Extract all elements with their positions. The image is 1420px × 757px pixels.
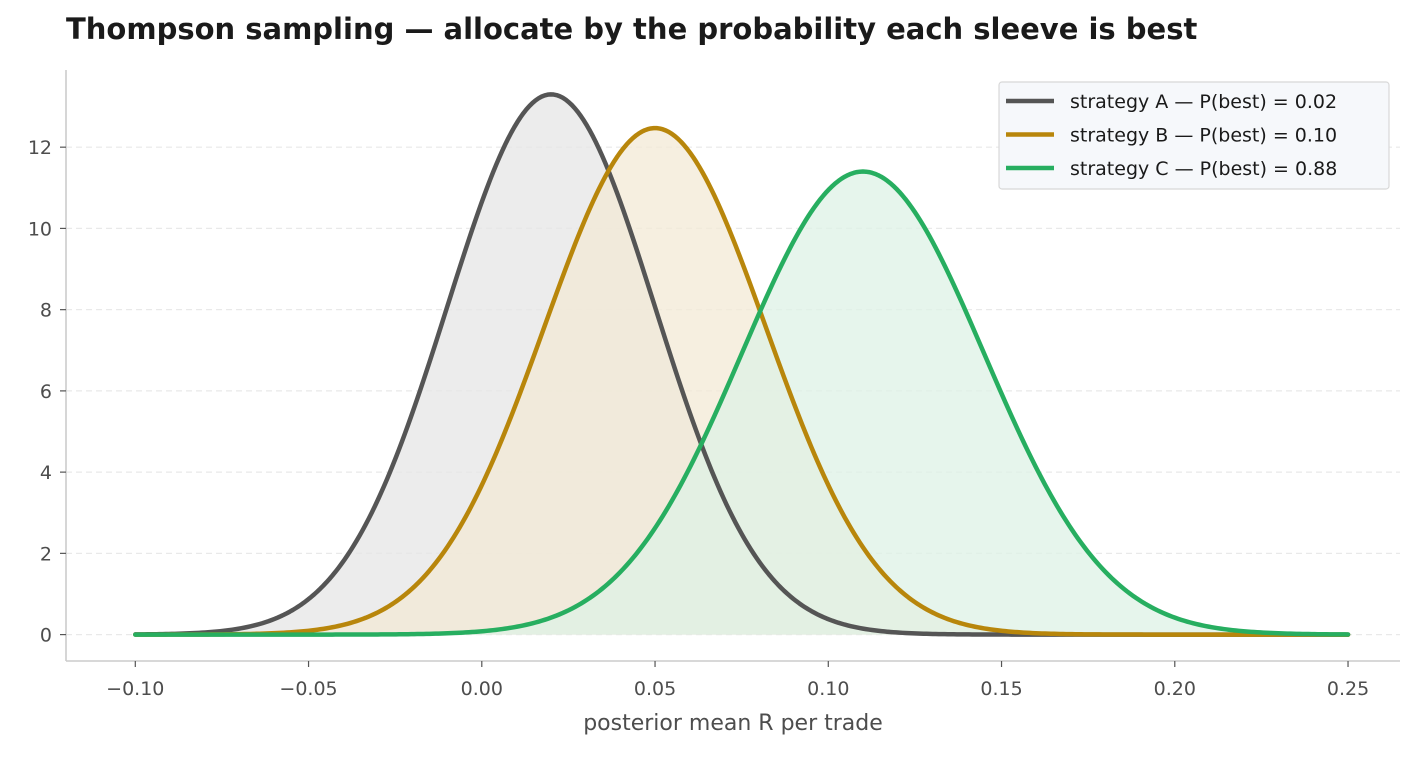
x-tick-label: 0.10 xyxy=(807,678,849,700)
series-line-2 xyxy=(133,125,1351,637)
y-tick-label: 2 xyxy=(40,543,52,565)
legend-label: strategy C — P(best) = 0.88 xyxy=(1070,158,1337,180)
y-tick-label: 12 xyxy=(28,137,52,159)
legend-box xyxy=(998,81,1390,190)
series-fill-3 xyxy=(135,171,1349,635)
x-tick-label: −0.10 xyxy=(106,678,164,700)
chart-title: Thompson sampling — allocate by the prob… xyxy=(66,12,1198,46)
series-fills xyxy=(135,94,1349,635)
y-tick-label: 10 xyxy=(28,218,52,240)
legend: strategy A — P(best) = 0.02 strategy B — … xyxy=(998,81,1390,190)
series-lines xyxy=(133,92,1351,637)
x-tick-label: 0.25 xyxy=(1327,678,1369,700)
y-axis-ticks: 0 2 4 6 8 10 12 xyxy=(28,137,66,647)
x-tick-label: 0.15 xyxy=(980,678,1022,700)
x-axis-label: posterior mean R per trade xyxy=(583,711,883,736)
y-tick-label: 8 xyxy=(40,300,52,322)
y-tick-label: 6 xyxy=(40,381,52,403)
x-axis-ticks: −0.10 −0.05 0.00 0.05 0.10 0.15 0.20 0.25 xyxy=(106,661,1369,700)
y-tick-label: 0 xyxy=(40,625,52,647)
x-tick-label: 0.20 xyxy=(1154,678,1196,700)
x-tick-label: 0.00 xyxy=(461,678,503,700)
x-tick-label: 0.05 xyxy=(634,678,676,700)
legend-label: strategy B — P(best) = 0.10 xyxy=(1070,125,1337,147)
axes xyxy=(65,70,1400,662)
y-tick-label: 4 xyxy=(40,462,52,484)
legend-label: strategy A — P(best) = 0.02 xyxy=(1070,91,1337,113)
series-line-3 xyxy=(133,169,1351,637)
series-fill-1 xyxy=(135,94,1349,635)
x-tick-label: −0.05 xyxy=(279,678,337,700)
